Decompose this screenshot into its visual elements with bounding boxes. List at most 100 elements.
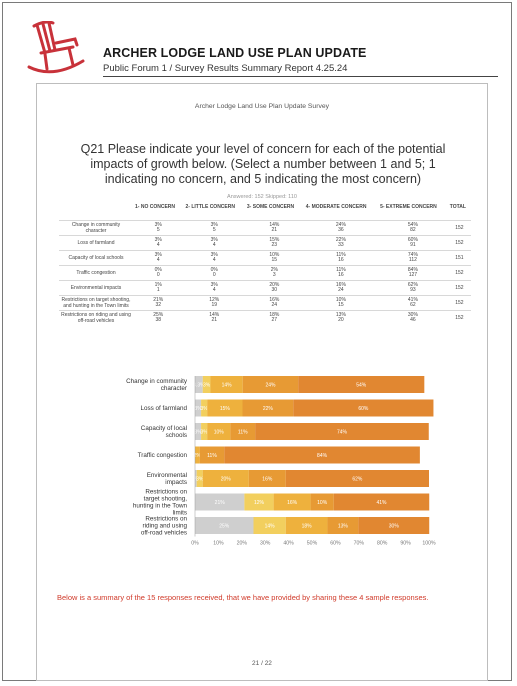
table-cell: 3% 4 [183,250,245,266]
table-cell: 24% 36 [303,220,379,236]
bar-segment [224,446,420,464]
row-label: Restrictions on target shooting, and hun… [59,295,133,311]
cell-percent: 54% [407,221,418,228]
data-label: 10% [317,500,328,506]
bar-segment [207,423,231,440]
table-header-cell [59,203,133,221]
table-cell: 1% 1 [133,280,184,296]
bar-segment [298,376,425,393]
cell-count: 33 [338,242,344,248]
cell-percent: 14% [269,221,280,228]
table-row: Loss of farmland 3% 4 3% 4 15% 23 22% 33 60% 91 152 [59,235,471,251]
data-label: 14% [265,524,276,530]
data-label: 25% [219,524,230,530]
bar-segment [293,399,434,417]
table-cell: 84% 127 [378,265,448,281]
row-label: Capacity of local schools [59,250,133,266]
page-frame: ARCHER LODGE LAND USE PLAN UPDATE Public… [2,2,512,681]
cell-percent: 3% [210,236,218,243]
table-row: Capacity of local schools 3% 4 3% 4 10% 15 11% 1… [59,250,471,266]
table-cell: 25% 38 [133,310,184,325]
bar-segment [310,493,334,511]
table-cell: 62% 93 [378,280,448,296]
cell-count: 82 [410,227,416,233]
cell-percent: 22% [335,236,346,243]
table-cell: 10% 15 [303,295,379,311]
cell-count: 4 [156,242,160,248]
cell-count: 46 [410,317,416,323]
cell-count: 112 [408,257,417,263]
report-title: ARCHER LODGE LAND USE PLAN UPDATE [103,46,367,60]
cell-percent: 16% [335,281,346,288]
question-text: Q21 Please indicate your level of concer… [80,142,446,186]
table-cell: 74% 112 [378,250,448,266]
cell-count: 4 [212,242,216,248]
table-cell: 20% 30 [244,280,304,296]
table-cell: 0% 0 [133,265,184,281]
table-row: Environmental impacts 1% 1 3% 4 20% 30 16% 24 62%… [59,280,471,296]
cell-count: 24 [271,302,278,308]
data-label: 1% [192,477,200,483]
table-cell: 13% 20 [303,310,379,325]
table-cell: 16% 24 [303,280,379,296]
bar-segment [285,517,328,534]
table-header-cell: 4- MODERATE CONCERN [305,204,367,210]
x-tick-label: 80% [377,541,388,547]
cell-percent: 2% [270,266,278,273]
data-label: 30% [389,524,400,530]
table-cell: 16% 24 [244,295,304,311]
results-table: 1- NO CONCERN 2- LITTLE CONCERN 3- SOME … [59,203,471,325]
category-label: Capacity of local schools [141,425,187,439]
bar-segment [230,423,256,440]
answered-skipped: Answered: 152 Skipped: 110 [227,194,297,200]
data-label: 62% [352,477,363,483]
cell-count: 19 [211,302,217,308]
row-total: 151 [447,250,471,266]
category-label: Restrictions on riding and using off-road … [141,516,188,537]
data-label: 11% [207,453,217,459]
table-row: Change in community character 3% 5 3% 5 14% 21… [59,220,471,236]
category-label: Change in community character [126,378,188,392]
table-cell: 30% 46 [378,310,448,325]
cell-count: 30 [271,287,278,293]
data-label: 24% [265,383,276,389]
cell-percent: 18% [269,311,280,318]
cell-count: 91 [410,242,416,248]
cell-percent: 25% [153,311,164,318]
row-total: 152 [447,280,471,296]
data-label: 3.3% [193,383,205,389]
page-number: 21 / 22 [252,660,272,667]
cell-percent: 0% [154,266,162,273]
data-label: 54% [356,383,367,389]
table-cell: 10% 15 [244,250,304,266]
cell-percent: 11% [336,266,346,273]
cell-count: 0 [156,272,160,278]
table-cell: 3% 4 [133,235,184,251]
x-tick-label: 100% [422,541,436,547]
row-total: 152 [447,295,471,311]
x-tick-label: 10% [213,541,224,547]
table-header-cell: TOTAL [449,204,466,210]
bar-segment [201,399,208,417]
data-label: 16% [287,500,298,506]
data-label: 2% [194,453,202,459]
row-label: Environmental impacts [59,280,133,296]
cell-count: 38 [155,317,162,323]
table-cell: 60% 91 [378,235,448,251]
bar-segment [255,423,429,440]
cell-count: 23 [271,242,278,248]
bar-segment [195,470,197,487]
cell-percent: 30% [407,311,418,318]
x-tick-label: 70% [354,541,365,547]
x-tick-label: 0% [191,541,199,547]
x-tick-label: 20% [237,541,248,547]
bar-segment [196,470,203,487]
row-label: Traffic congestion [59,265,133,281]
data-label: 20% [221,477,232,483]
cell-count: 21 [211,317,217,323]
data-label: 3% [203,383,211,389]
survey-page: Archer Lodge Land Use Plan Update Survey… [36,83,488,681]
table-cell: 15% 23 [244,235,304,251]
cell-percent: 0% [210,266,218,273]
cell-count: 32 [155,302,162,308]
